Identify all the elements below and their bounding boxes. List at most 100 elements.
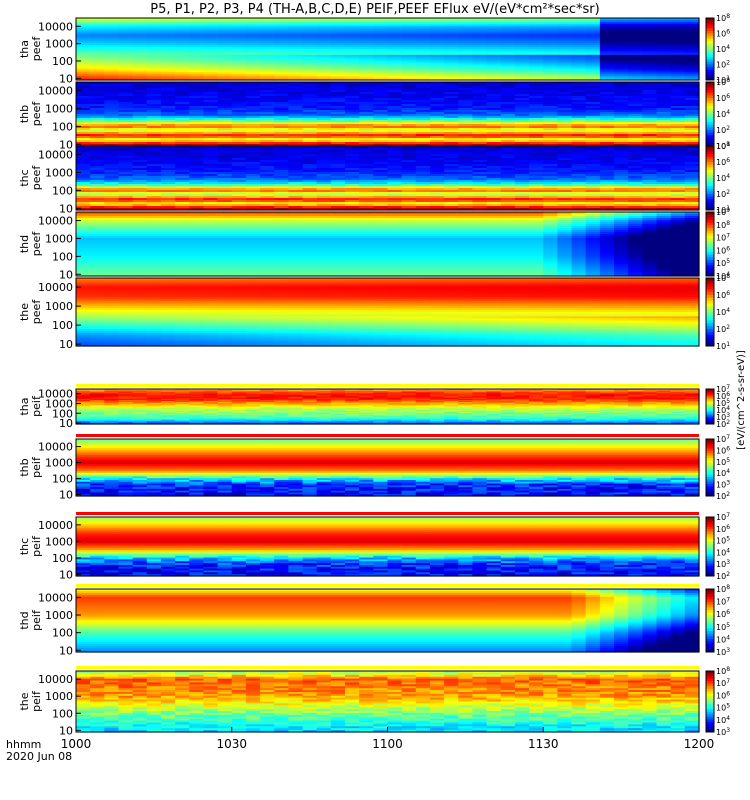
heat-cell: [245, 49, 261, 52]
heat-cell: [316, 72, 332, 75]
heat-cell: [401, 56, 417, 60]
heat-cell: [76, 33, 91, 37]
heat-cell: [387, 66, 403, 69]
heat-cell: [76, 23, 91, 27]
heat-cell: [415, 56, 431, 60]
heat-cell: [401, 74, 417, 77]
colorbar-tick-label: 108: [716, 13, 730, 23]
heat-cell: [160, 41, 176, 44]
heat-cell: [203, 54, 219, 58]
heat-cell: [260, 37, 275, 40]
heat-cell: [146, 43, 162, 46]
heat-cell: [217, 43, 233, 46]
heat-cell: [203, 45, 219, 48]
heat-cell: [132, 25, 148, 29]
y-tick-label: 10000: [38, 149, 73, 162]
heat-cell: [76, 70, 91, 73]
heat-cell: [373, 19, 389, 23]
chart-title: P5, P1, P2, P3, P4 (TH-A,B,C,D,E) PEIF,P…: [150, 2, 600, 17]
heat-cell: [302, 64, 318, 68]
y-tick-label: 10000: [38, 20, 73, 33]
heat-cell: [245, 47, 261, 50]
heat-cell: [189, 66, 205, 69]
heat-cell: [387, 62, 403, 66]
heat-cell: [330, 41, 346, 44]
heat-cell: [217, 72, 233, 75]
heat-cell: [373, 49, 389, 52]
heat-cell: [274, 76, 289, 79]
heat-cell: [316, 41, 332, 44]
heat-cell: [302, 49, 318, 52]
heat-cell: [175, 49, 190, 52]
heat-cell: [189, 47, 205, 50]
heat-cell: [203, 52, 219, 56]
heat-cell: [118, 25, 134, 29]
heat-cell: [260, 47, 275, 50]
heat-cell: [274, 58, 289, 62]
heat-cell: [373, 27, 389, 31]
colorbar-tick-label: 108: [716, 141, 730, 151]
heat-cell: [415, 66, 431, 69]
heat-cell: [146, 66, 162, 69]
heat-cell: [132, 50, 148, 54]
heat-cell: [330, 47, 346, 50]
heat-cell: [245, 23, 261, 27]
heat-cell: [401, 33, 417, 37]
heat-cell: [302, 41, 318, 44]
heat-cell: [316, 21, 332, 25]
heat-cell: [160, 45, 176, 48]
heat-cell: [260, 54, 275, 58]
y-tick-label: 100: [52, 120, 73, 133]
heat-cell: [260, 50, 275, 54]
heat-cell: [401, 19, 417, 23]
heat-cell: [316, 50, 332, 54]
heat-cell: [330, 19, 346, 23]
heat-cell: [76, 56, 91, 60]
heat-cell: [189, 50, 205, 54]
heat-cell: [90, 49, 105, 52]
colorbar-tick-label: 104: [716, 44, 730, 54]
heat-cell: [245, 76, 261, 79]
heat-cell: [245, 52, 261, 56]
heat-cell: [359, 35, 374, 38]
heat-cell: [189, 54, 205, 58]
heat-cell: [359, 62, 374, 66]
heat-cell: [429, 45, 445, 48]
heat-cell: [429, 23, 445, 27]
heat-cell: [175, 25, 190, 29]
heat-cell: [415, 60, 431, 64]
heat-cell: [359, 54, 374, 58]
heat-cell: [104, 45, 120, 48]
heat-cell: [274, 70, 289, 73]
heat-cell: [231, 74, 247, 77]
heat-cell: [160, 78, 176, 81]
heat-cell: [146, 72, 162, 75]
heat-cell: [217, 64, 233, 68]
heat-cell: [189, 35, 205, 38]
heat-cell: [104, 52, 120, 56]
heat-cell: [274, 39, 289, 42]
heat-cell: [274, 78, 289, 81]
heat-cell: [203, 41, 219, 44]
heat-cell: [231, 37, 247, 40]
heat-cell: [118, 66, 134, 69]
heat-cell: [118, 49, 134, 52]
heat-cell: [359, 43, 374, 46]
heat-cell: [231, 45, 247, 48]
heat-cell: [175, 76, 190, 79]
heat-cell: [401, 52, 417, 56]
heat-cell: [316, 19, 332, 23]
heat-cell: [330, 49, 346, 52]
heat-cell: [146, 50, 162, 54]
heat-cell: [76, 54, 91, 58]
heat-cell: [288, 45, 304, 48]
heat-cell: [104, 31, 120, 35]
heat-cell: [217, 23, 233, 27]
heat-cell: [359, 25, 374, 29]
heat-cell: [345, 45, 360, 48]
heat-cell: [90, 66, 105, 69]
heat-cell: [203, 39, 219, 42]
heat-cell: [316, 54, 332, 58]
heat-cell: [217, 41, 233, 44]
heat-cell: [118, 33, 134, 37]
